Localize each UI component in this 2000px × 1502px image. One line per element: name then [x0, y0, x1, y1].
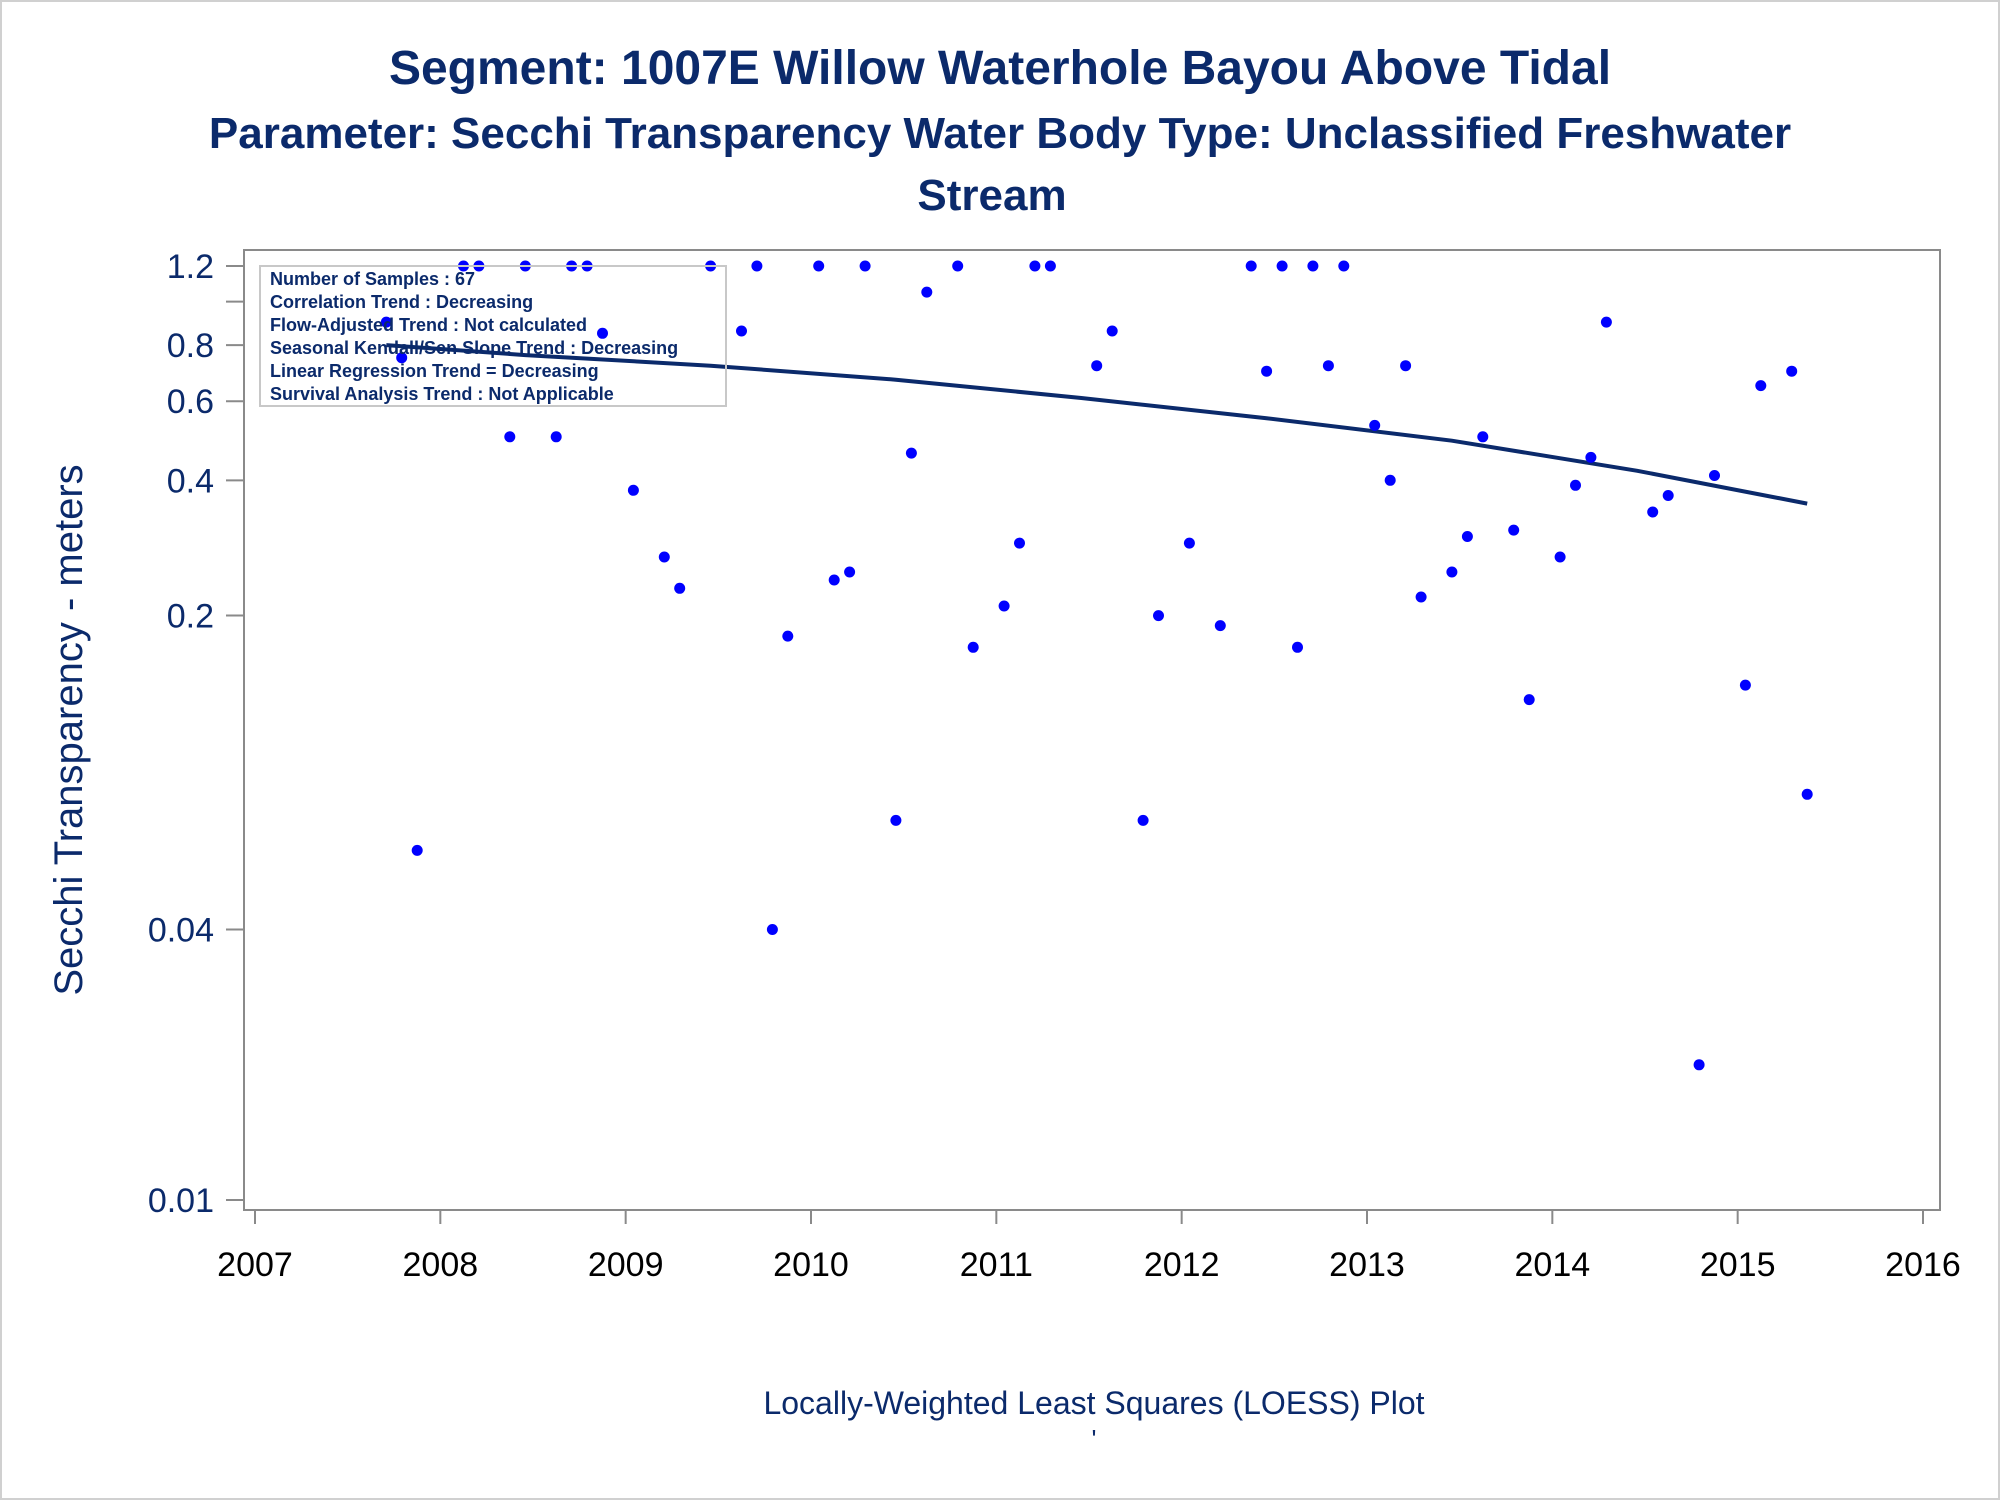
footnote: Locally-Weighted Least Squares (LOESS) P… [763, 1385, 1424, 1421]
data-point [627, 484, 639, 496]
data-point [1400, 360, 1412, 372]
stats-legend-box: Number of Samples : 67 Correlation Trend … [259, 265, 727, 407]
data-point [1739, 679, 1751, 691]
stats-box-border [259, 265, 727, 407]
stats-box-line: Flow-Adjusted Trend : Not calculated [270, 315, 587, 335]
data-point [1508, 524, 1520, 536]
data-point [1106, 325, 1118, 337]
x-tick-label: 2015 [1700, 1246, 1776, 1284]
data-point [1384, 474, 1396, 486]
scatter-series [380, 260, 1813, 1071]
stats-box-line: Number of Samples : 67 [270, 269, 475, 289]
x-tick-label: 2013 [1329, 1246, 1405, 1284]
data-point [1338, 260, 1350, 272]
x-tick-label: 2011 [960, 1246, 1033, 1284]
data-point [1322, 360, 1334, 372]
data-point [782, 630, 794, 642]
data-point [1029, 260, 1041, 272]
x-tick-label: 2012 [1144, 1246, 1220, 1284]
stats-box-line: Seasonal Kendall/Sen Slope Trend : Decre… [270, 338, 678, 358]
data-point [380, 316, 392, 328]
x-tick-label: 2007 [217, 1246, 293, 1284]
x-tick-label: 2010 [773, 1246, 849, 1284]
data-point [1477, 431, 1489, 443]
data-point [1554, 551, 1566, 563]
x-tick-label: 2014 [1515, 1246, 1591, 1284]
x-axis: 2007 2008 2009 2010 2011 2012 2013 2014 2015 2016 [217, 1210, 1961, 1284]
data-point [766, 924, 778, 935]
data-point [844, 566, 856, 578]
data-point [1647, 506, 1659, 518]
y-axis: 0.01 0.04 0.2 0.4 0.6 0.8 1.2 [148, 248, 244, 1220]
data-point [1183, 537, 1195, 549]
data-point [1755, 380, 1767, 392]
data-point [1261, 365, 1273, 377]
data-point [1461, 531, 1473, 542]
data-point [1014, 537, 1025, 549]
data-point [1585, 451, 1597, 463]
data-point [1662, 490, 1674, 501]
data-point [1801, 788, 1813, 800]
footnote-mark: ' [1092, 1424, 1097, 1454]
data-point [1709, 470, 1720, 481]
data-point [921, 286, 933, 298]
data-point [550, 431, 562, 443]
data-point [890, 814, 902, 826]
stats-box-line: Survival Analysis Trend : Not Applicable [270, 384, 614, 404]
data-point [736, 325, 747, 337]
chart-subtitle-continued: Stream [917, 171, 1066, 220]
data-point [859, 260, 871, 272]
data-point [411, 844, 423, 856]
plot-area [243, 249, 1941, 1211]
x-tick-label: 2009 [588, 1246, 664, 1284]
data-point [1292, 641, 1303, 653]
data-point [1693, 1059, 1705, 1071]
data-point [813, 260, 825, 272]
data-point [1570, 479, 1581, 491]
y-axis-label: Secchi Transparency - meters [47, 464, 91, 995]
data-point [1137, 814, 1149, 826]
data-point [1307, 260, 1319, 272]
data-point [1091, 360, 1103, 372]
y-tick-label: 0.4 [167, 462, 214, 500]
data-point [751, 260, 763, 272]
chart-subtitle: Parameter: Secchi Transparency Water Bod… [209, 109, 1791, 158]
data-point [952, 260, 964, 272]
data-point [967, 641, 979, 653]
stats-box-line: Linear Regression Trend = Decreasing [270, 361, 599, 381]
data-point [1245, 260, 1257, 272]
stats-box-line: Correlation Trend : Decreasing [270, 292, 533, 312]
y-tick-label: 0.8 [167, 327, 214, 365]
y-tick-label: 0.2 [167, 598, 214, 636]
y-tick-label: 0.6 [167, 383, 214, 421]
loess-series [386, 343, 1808, 506]
data-point [905, 447, 917, 459]
data-point [597, 327, 608, 339]
data-point [1153, 610, 1164, 622]
y-tick-label: 0.01 [148, 1182, 214, 1220]
data-point [998, 600, 1010, 612]
data-point [828, 574, 840, 586]
data-point [396, 352, 408, 364]
y-tick-label: 1.2 [167, 248, 214, 286]
data-point [1369, 419, 1381, 431]
data-point [1446, 566, 1458, 578]
data-point [1214, 620, 1226, 632]
data-point [1415, 591, 1427, 603]
data-point [1044, 260, 1056, 272]
x-tick-label: 2008 [403, 1246, 479, 1284]
data-point [1523, 694, 1535, 706]
data-point [1276, 260, 1288, 272]
data-point [504, 431, 516, 443]
data-point [658, 551, 670, 563]
loess-line [386, 343, 1808, 506]
data-point [1600, 316, 1612, 328]
chart-title: Segment: 1007E Willow Waterhole Bayou Ab… [389, 42, 1611, 95]
x-tick-label: 2016 [1885, 1246, 1961, 1284]
data-point [1786, 365, 1798, 377]
data-point [674, 582, 686, 594]
y-tick-label: 0.04 [148, 912, 214, 950]
